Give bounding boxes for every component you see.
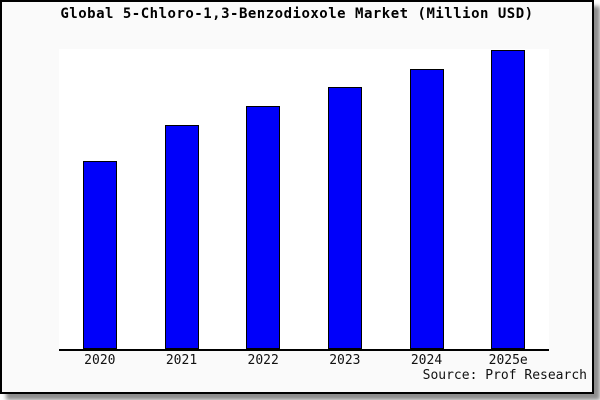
x-axis-labels: 2020 2021 2022 2023 2024 2025e: [59, 353, 549, 368]
bar-slot: [386, 49, 468, 349]
bar-slot: [59, 49, 141, 349]
chart-window: Global 5-Chloro-1,3-Benzodioxole Market …: [0, 0, 594, 394]
bar-slot: [141, 49, 223, 349]
x-tick-label-2021: 2021: [165, 353, 198, 368]
bar-2023: [327, 87, 362, 349]
x-tick-label-2024: 2024: [410, 353, 443, 368]
bar-2020: [82, 161, 117, 349]
bar-slot: [467, 49, 549, 349]
bars-container: [59, 49, 549, 349]
source-credit: Source: Prof Research: [422, 368, 587, 383]
bar-2022: [246, 106, 281, 349]
x-tick-label-2025e: 2025e: [488, 353, 528, 368]
bar-2025e: [491, 50, 526, 349]
chart-title: Global 5-Chloro-1,3-Benzodioxole Market …: [60, 6, 534, 22]
bar-2021: [164, 125, 199, 349]
bar-slot: [222, 49, 304, 349]
bar-slot: [304, 49, 386, 349]
bar-2024: [409, 69, 444, 349]
x-tick-label-2022: 2022: [247, 353, 279, 368]
x-tick-label-2020: 2020: [84, 353, 116, 368]
x-tick-label-2023: 2023: [329, 353, 361, 368]
plot-area: [59, 49, 549, 351]
